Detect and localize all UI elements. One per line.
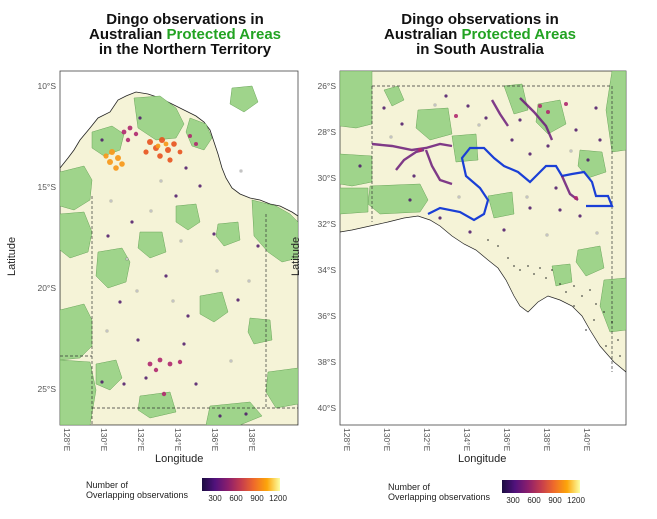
x-tick-label: 130°E [382,428,392,452]
title-line-3: in South Australia [416,41,544,58]
highlight-boundary-sa [427,146,614,222]
legend-tick-label: 300 [208,494,222,503]
legend-tick-label: 1200 [567,496,585,505]
state-borders-sa [371,85,613,372]
title-word-australian: Australian [383,26,462,43]
x-axis-title-sa: Longitude [458,453,507,465]
y-axis-title-nt: Latitude [6,236,18,276]
title-word-australian: Australian [88,26,167,43]
y-tick-label: 36°S [317,311,336,321]
legend-colorbar-nt [202,478,280,491]
legend-tick-label: 600 [527,496,541,505]
y-tick-label: 25°S [37,384,56,394]
state-borders-nt [60,196,298,425]
legend-tick-label: 600 [229,494,243,503]
y-tick-label: 28°S [317,127,336,137]
title-protected-areas: Protected Areas [166,26,282,43]
map-panel-sa [339,70,627,426]
map-panel-nt [59,70,299,426]
x-tick-label: 134°E [462,428,472,452]
y-tick-label: 10°S [37,81,56,91]
protected-areas-nt [60,85,298,425]
x-tick-label: 128°E [342,428,352,452]
y-tick-label: 20°S [37,283,56,293]
legend-colorbar-sa [502,480,580,493]
x-tick-label: 132°E [422,428,432,452]
x-axis-title-nt: Longitude [155,453,204,465]
x-tick-label: 138°E [542,428,552,452]
map-title-nt: Dingo observations in Australian Protect… [60,12,310,57]
legend-title-sa: Number of Overlapping observations [388,482,518,502]
x-tick-label: 136°E [210,428,220,452]
y-tick-label: 30°S [317,173,336,183]
x-tick-label: 130°E [99,428,109,452]
protected-areas-sa [340,71,626,333]
land-mass-sa [340,71,626,373]
observation-points-sa [358,94,621,357]
observation-points-nt [100,116,260,418]
title-line-1: Dingo observations in [401,11,559,28]
y-tick-label: 34°S [317,265,336,275]
y-axis-title-sa: Latitude [290,236,302,276]
legend-title-line: Overlapping observations [388,492,491,502]
title-line-1: Dingo observations in [106,11,264,28]
legend-title-line: Number of [86,480,129,490]
y-tick-label: 40°S [317,403,336,413]
legend-title-line: Overlapping observations [86,490,189,500]
x-tick-label: 134°E [173,428,183,452]
x-tick-label: 138°E [247,428,257,452]
legend-tick-label: 900 [250,494,264,503]
y-tick-label: 32°S [317,219,336,229]
x-tick-label: 128°E [62,428,72,452]
y-tick-label: 26°S [317,81,336,91]
x-tick-label: 136°E [502,428,512,452]
legend-tick-label: 1200 [269,494,287,503]
map-title-sa: Dingo observations in Australian Protect… [355,12,605,57]
legend-title-line: Number of [388,482,431,492]
x-tick-label: 132°E [136,428,146,452]
title-protected-areas: Protected Areas [461,26,577,43]
legend-tick-label: 900 [548,496,562,505]
x-tick-label: 140°E [582,428,592,452]
legend-title-nt: Number of Overlapping observations [86,480,216,500]
title-line-3: in the Northern Territory [98,41,272,58]
y-tick-label: 38°S [317,357,336,367]
legend-tick-label: 300 [506,496,520,505]
y-tick-label: 15°S [37,182,56,192]
